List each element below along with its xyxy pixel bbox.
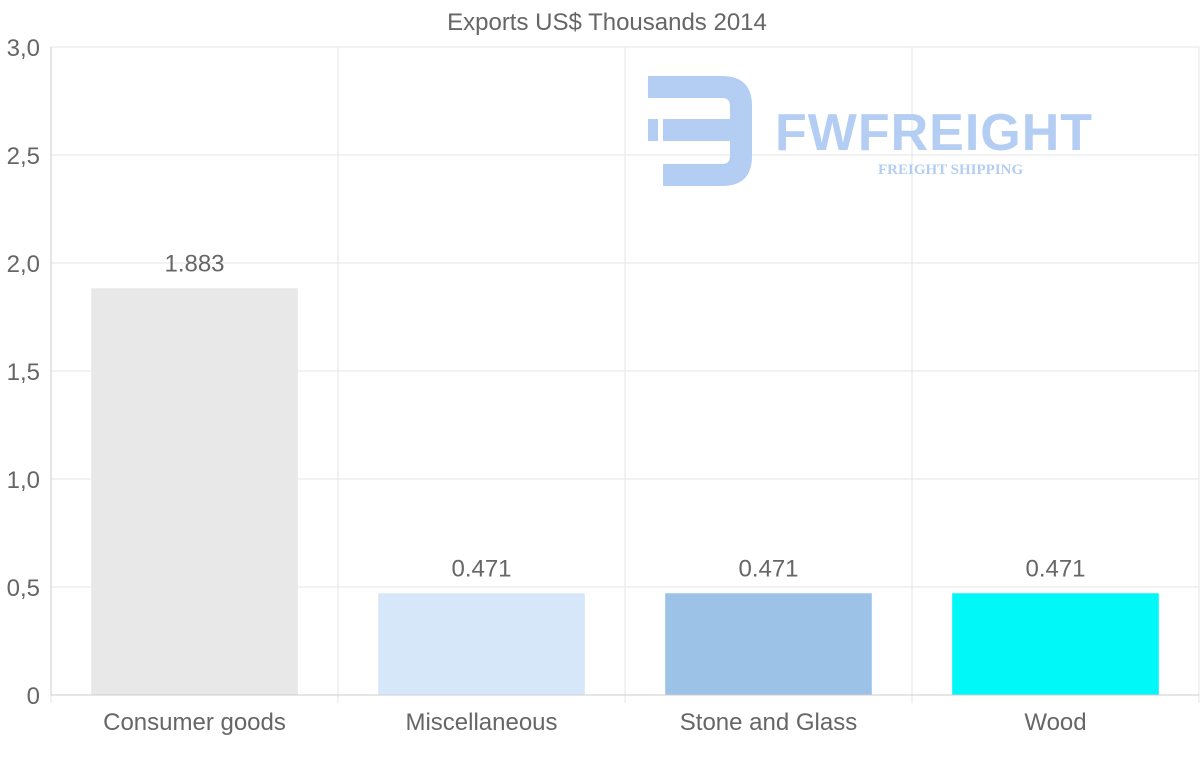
chart-title: Exports US$ Thousands 2014 [447,9,767,36]
bar[interactable] [952,593,1159,695]
bar[interactable] [378,593,585,695]
y-tick-label: 1,5 [7,359,40,386]
x-tick-label: Miscellaneous [405,709,557,736]
y-tick-label: 3,0 [7,35,40,62]
x-tick-label: Stone and Glass [680,709,857,736]
watermark-tagline: FREIGHT SHIPPING [878,162,1023,178]
data-labels: 1.883 0.471 0.471 0.471 [164,250,1085,582]
bars [91,288,1159,695]
x-tick-label: Wood [1024,709,1086,736]
y-axis: 0 0,5 1,0 1,5 2,0 2,5 3,0 [7,35,52,710]
data-label: 0.471 [451,555,511,582]
x-tick-label: Consumer goods [103,709,286,736]
data-label: 1.883 [164,250,224,277]
bar[interactable] [91,288,298,695]
data-label: 0.471 [1025,555,1085,582]
y-tick-label: 1,0 [7,467,40,494]
bar[interactable] [665,593,872,695]
y-tick-label: 0 [27,683,40,710]
data-label: 0.471 [738,555,798,582]
watermark-brand: FWFREIGHT [775,104,1093,162]
watermark-logo: FWFREIGHT FREIGHT SHIPPING [648,76,1093,186]
x-axis: Consumer goods Miscellaneous Stone and Gla… [51,694,1199,736]
y-tick-label: 0,5 [7,575,40,602]
fw-logo-icon [648,76,752,186]
y-tick-label: 2,5 [7,143,40,170]
y-tick-label: 2,0 [7,251,40,278]
